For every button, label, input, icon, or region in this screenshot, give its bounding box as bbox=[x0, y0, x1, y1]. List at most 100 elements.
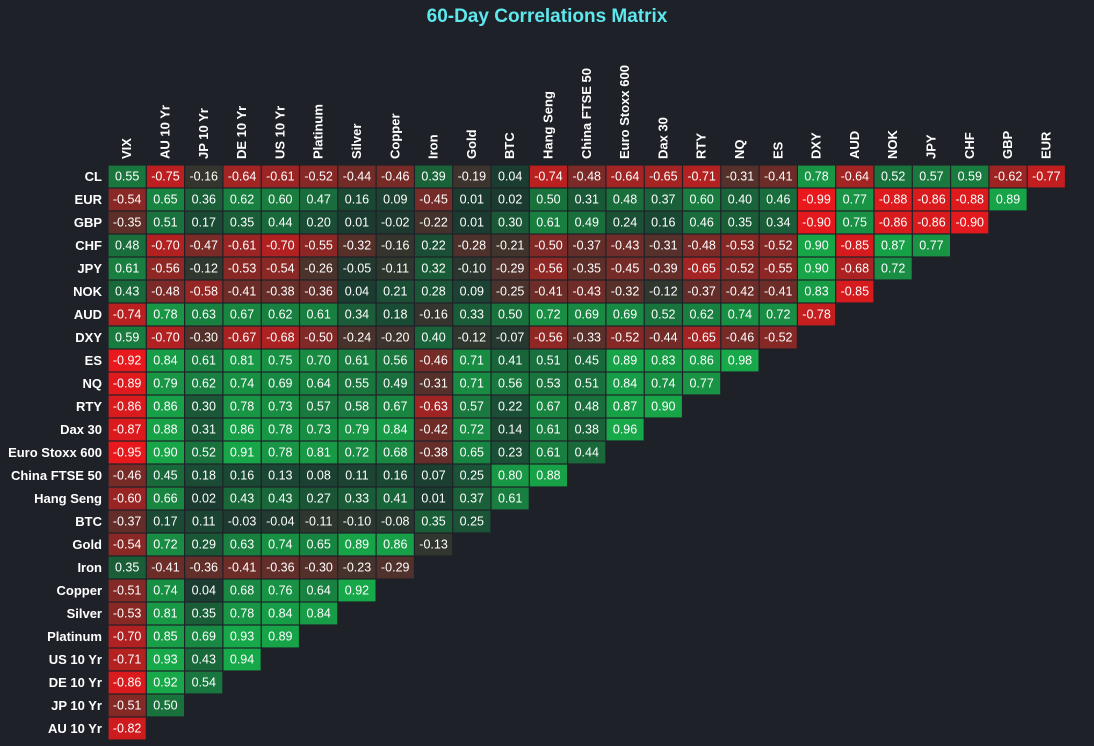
heatmap-cell bbox=[185, 418, 223, 441]
cell-value-label: 0.55 bbox=[115, 170, 139, 184]
cell-value-label: -0.37 bbox=[573, 239, 602, 253]
cell-value-label: 0.52 bbox=[651, 308, 675, 322]
heatmap-cell bbox=[415, 510, 453, 533]
heatmap-cell bbox=[185, 188, 223, 211]
heatmap-cell bbox=[568, 418, 606, 441]
heatmap-cell bbox=[683, 303, 721, 326]
heatmap-cell bbox=[721, 349, 759, 372]
heatmap-cell bbox=[951, 188, 989, 211]
heatmap-cell bbox=[108, 349, 146, 372]
heatmap-cell bbox=[108, 234, 146, 257]
heatmap-cell bbox=[185, 372, 223, 395]
heatmap-cell bbox=[874, 211, 912, 234]
cell-value-label: 0.04 bbox=[192, 584, 216, 598]
cell-value-label: -0.75 bbox=[151, 170, 180, 184]
heatmap-cell bbox=[683, 280, 721, 303]
column-label-china-ftse-50: China FTSE 50 bbox=[579, 68, 594, 159]
cell-value-label: 0.14 bbox=[498, 423, 522, 437]
cell-value-label: -0.31 bbox=[726, 170, 755, 184]
heatmap-cell bbox=[376, 372, 414, 395]
cell-value-label: 0.08 bbox=[306, 469, 330, 483]
cell-value-label: 0.83 bbox=[651, 354, 675, 368]
heatmap-cell bbox=[261, 234, 299, 257]
cell-value-label: -0.47 bbox=[190, 239, 219, 253]
cell-value-label: 0.16 bbox=[230, 469, 254, 483]
cell-value-label: -0.61 bbox=[228, 239, 257, 253]
heatmap-cell bbox=[300, 487, 338, 510]
heatmap-cell bbox=[185, 257, 223, 280]
heatmap-cell bbox=[108, 280, 146, 303]
cell-value-label: 0.53 bbox=[536, 377, 560, 391]
cell-value-label: 0.21 bbox=[383, 285, 407, 299]
heatmap-cell bbox=[185, 579, 223, 602]
cell-value-label: -0.70 bbox=[113, 630, 142, 644]
heatmap-cell bbox=[644, 349, 682, 372]
heatmap-cell bbox=[721, 234, 759, 257]
heatmap-cell bbox=[529, 395, 567, 418]
cell-value-label: 0.69 bbox=[575, 308, 599, 322]
heatmap-cell bbox=[491, 165, 529, 188]
cell-value-label: -0.61 bbox=[266, 170, 295, 184]
cell-value-label: -0.53 bbox=[228, 262, 257, 276]
cell-value-label: 0.58 bbox=[345, 400, 369, 414]
heatmap-cell bbox=[185, 671, 223, 694]
cell-value-label: 0.43 bbox=[268, 492, 292, 506]
heatmap-cell bbox=[338, 188, 376, 211]
cell-value-label: -0.54 bbox=[266, 262, 295, 276]
heatmap-cell bbox=[415, 418, 453, 441]
heatmap-cell bbox=[568, 165, 606, 188]
heatmap-cell bbox=[759, 234, 797, 257]
cell-value-label: -0.86 bbox=[879, 216, 908, 230]
heatmap-cell bbox=[338, 533, 376, 556]
heatmap-cell bbox=[491, 418, 529, 441]
column-label-dxy: DXY bbox=[809, 132, 824, 159]
cell-value-label: 0.86 bbox=[689, 354, 713, 368]
heatmap-cell bbox=[261, 487, 299, 510]
row-label-copper: Copper bbox=[57, 583, 103, 598]
heatmap-cell bbox=[261, 556, 299, 579]
heatmap-cell bbox=[338, 510, 376, 533]
column-label-au-10-yr: AU 10 Yr bbox=[157, 105, 172, 159]
cell-value-label: 0.61 bbox=[115, 262, 139, 276]
cell-value-label: 0.41 bbox=[383, 492, 407, 506]
heatmap-cell bbox=[644, 395, 682, 418]
heatmap-cell bbox=[376, 510, 414, 533]
cell-value-label: -0.70 bbox=[151, 239, 180, 253]
cell-value-label: -0.53 bbox=[726, 239, 755, 253]
cell-value-label: -0.53 bbox=[113, 607, 142, 621]
row-label-nq: NQ bbox=[83, 376, 103, 391]
row-label-us-10-yr: US 10 Yr bbox=[49, 652, 102, 667]
heatmap-cell bbox=[108, 165, 146, 188]
heatmap-cell bbox=[376, 487, 414, 510]
column-label-nok: NOK bbox=[885, 130, 900, 160]
heatmap-cell bbox=[185, 533, 223, 556]
cell-value-label: 0.13 bbox=[268, 469, 292, 483]
cell-value-label: -0.52 bbox=[764, 239, 793, 253]
row-label-eur: EUR bbox=[75, 192, 103, 207]
cell-value-label: 0.11 bbox=[345, 469, 368, 483]
cell-value-label: -0.07 bbox=[496, 331, 525, 345]
cell-value-label: 0.34 bbox=[345, 308, 369, 322]
heatmap-cell bbox=[453, 418, 491, 441]
heatmap-cell bbox=[300, 234, 338, 257]
heatmap-cell bbox=[223, 280, 261, 303]
heatmap-cell bbox=[912, 211, 950, 234]
heatmap-cell bbox=[223, 648, 261, 671]
heatmap-cell bbox=[146, 372, 184, 395]
heatmap-cell bbox=[223, 556, 261, 579]
cell-value-label: 0.39 bbox=[421, 170, 445, 184]
cell-value-label: -0.74 bbox=[113, 308, 142, 322]
cell-value-label: 0.59 bbox=[115, 331, 139, 345]
cell-value-label: 0.09 bbox=[383, 193, 407, 207]
heatmap-cell bbox=[338, 418, 376, 441]
cell-value-label: -0.48 bbox=[573, 170, 602, 184]
heatmap-cell bbox=[453, 257, 491, 280]
cell-value-label: 0.41 bbox=[498, 354, 522, 368]
heatmap-cell bbox=[261, 510, 299, 533]
cell-value-label: 0.93 bbox=[153, 653, 177, 667]
cell-value-label: 0.04 bbox=[345, 285, 369, 299]
heatmap-cell bbox=[185, 395, 223, 418]
heatmap-cell bbox=[836, 188, 874, 211]
cell-value-label: -0.13 bbox=[419, 538, 448, 552]
cell-value-label: -0.32 bbox=[343, 239, 372, 253]
